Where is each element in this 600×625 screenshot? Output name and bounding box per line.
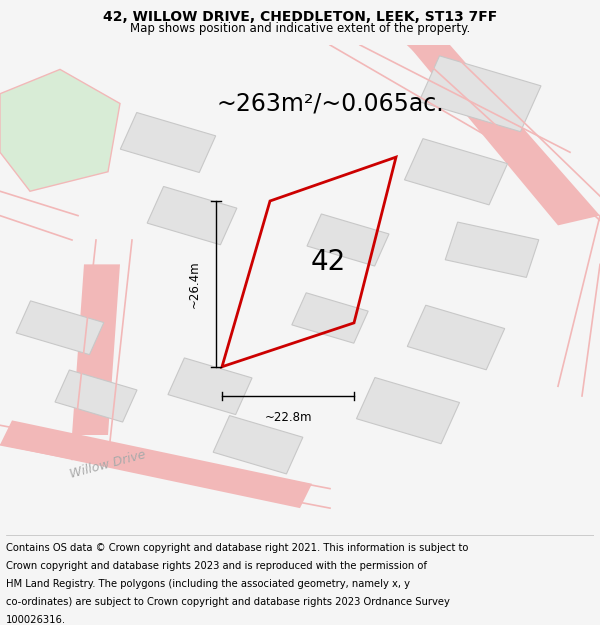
Text: 100026316.: 100026316. — [6, 615, 66, 625]
Text: Crown copyright and database rights 2023 and is reproduced with the permission o: Crown copyright and database rights 2023… — [6, 561, 427, 571]
Polygon shape — [307, 214, 389, 266]
Polygon shape — [292, 292, 368, 343]
Polygon shape — [0, 421, 312, 508]
Text: ~22.8m: ~22.8m — [264, 411, 312, 424]
Polygon shape — [55, 370, 137, 422]
Polygon shape — [356, 378, 460, 444]
Text: HM Land Registry. The polygons (including the associated geometry, namely x, y: HM Land Registry. The polygons (includin… — [6, 579, 410, 589]
Polygon shape — [445, 222, 539, 278]
Polygon shape — [408, 45, 600, 226]
Polygon shape — [16, 301, 104, 354]
Polygon shape — [213, 416, 303, 474]
Polygon shape — [168, 358, 252, 414]
Text: ~263m²/~0.065ac.: ~263m²/~0.065ac. — [216, 91, 444, 116]
Text: Willow Drive: Willow Drive — [68, 448, 148, 481]
Polygon shape — [72, 264, 120, 435]
Polygon shape — [407, 305, 505, 370]
Text: Contains OS data © Crown copyright and database right 2021. This information is : Contains OS data © Crown copyright and d… — [6, 543, 469, 553]
Text: 42: 42 — [311, 248, 346, 276]
Polygon shape — [147, 186, 237, 245]
Polygon shape — [0, 69, 120, 191]
Text: 42, WILLOW DRIVE, CHEDDLETON, LEEK, ST13 7FF: 42, WILLOW DRIVE, CHEDDLETON, LEEK, ST13… — [103, 10, 497, 24]
Text: co-ordinates) are subject to Crown copyright and database rights 2023 Ordnance S: co-ordinates) are subject to Crown copyr… — [6, 597, 450, 607]
Polygon shape — [404, 139, 508, 205]
Text: Map shows position and indicative extent of the property.: Map shows position and indicative extent… — [130, 22, 470, 35]
Text: ~26.4m: ~26.4m — [188, 260, 201, 308]
Polygon shape — [419, 56, 541, 132]
Polygon shape — [121, 112, 215, 173]
